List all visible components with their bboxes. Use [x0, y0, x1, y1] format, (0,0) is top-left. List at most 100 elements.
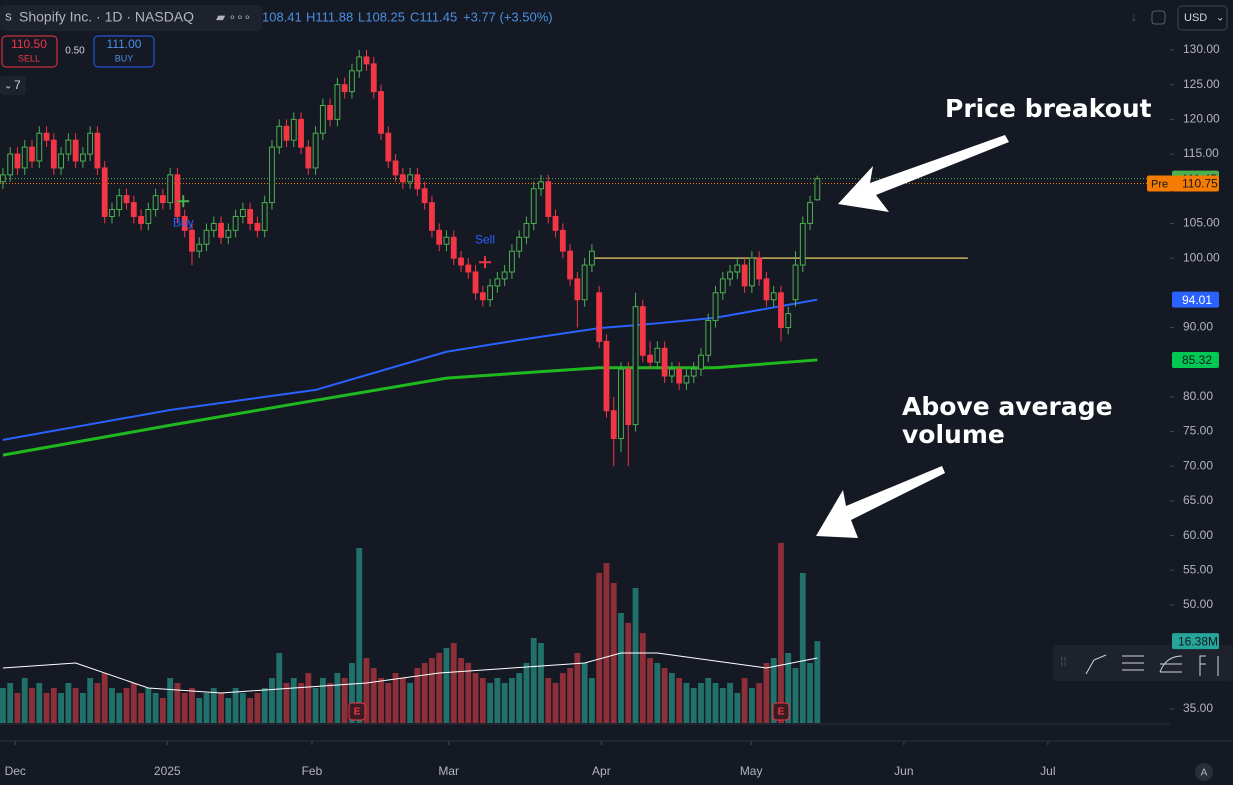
pre-label: Pre	[1151, 178, 1168, 190]
candle-body	[269, 146, 275, 204]
fib-tool[interactable]	[1159, 655, 1183, 673]
parallel-tool[interactable]	[1122, 655, 1144, 671]
y-tick-label: 130.00	[1183, 42, 1220, 56]
volume-bar	[559, 673, 566, 723]
sell-button[interactable]	[1, 35, 58, 68]
candle-body	[196, 243, 203, 252]
trade-marker	[479, 256, 492, 269]
volume-bar	[334, 673, 341, 723]
volume-bar	[305, 673, 312, 723]
candle-body	[101, 167, 108, 217]
candle-body	[225, 229, 232, 238]
candle-body	[770, 292, 777, 301]
volume-bar	[567, 668, 574, 723]
candle-body	[719, 278, 726, 294]
y-tick-label: 70.00	[1183, 458, 1213, 472]
candle-body	[334, 84, 341, 120]
toolbar-handle[interactable]: ⁞⁞	[1060, 655, 1067, 669]
volume-bar	[101, 673, 108, 723]
x-tick-label: Feb	[302, 764, 323, 778]
earnings-marker	[772, 702, 790, 721]
candle-body	[312, 132, 319, 169]
trend-line-tool[interactable]	[1085, 654, 1107, 675]
volume-bar	[450, 643, 457, 723]
trade-label: Sell	[475, 232, 495, 246]
candle-body	[290, 118, 297, 141]
volume-bar	[596, 573, 603, 723]
volume-bar	[261, 688, 268, 723]
close-value: C111.45	[410, 9, 457, 24]
candle-body	[159, 195, 166, 204]
candle-body	[414, 174, 421, 190]
candle-body	[210, 222, 217, 231]
candle-body	[174, 174, 181, 217]
candle-body	[109, 209, 115, 217]
volume-bar	[647, 658, 653, 723]
volume-bar	[130, 683, 137, 723]
volume-bar	[741, 678, 748, 723]
candle-body	[349, 70, 355, 93]
sell-label: SELL	[18, 53, 40, 63]
candle-body	[712, 292, 719, 322]
x-tick-label: Jun	[894, 764, 913, 778]
candle-body	[683, 375, 690, 384]
header-icons[interactable]: ▰ ∘∘∘	[216, 10, 251, 24]
candle-body	[356, 56, 363, 72]
candle-body	[639, 306, 646, 356]
volume-bar	[516, 673, 523, 723]
fullscreen-icon[interactable]	[1151, 10, 1166, 25]
candle-body	[668, 368, 675, 377]
candle-body	[763, 278, 770, 301]
candle-body	[232, 215, 239, 231]
y-tick-label: 75.00	[1183, 424, 1213, 438]
candle-body	[799, 222, 806, 266]
y-tick-label: 115.00	[1183, 146, 1219, 160]
y-tick-label: 60.00	[1183, 528, 1213, 542]
candle-body	[72, 139, 79, 162]
moving-average	[2, 358, 818, 457]
symbol-box[interactable]	[0, 5, 262, 31]
volume-bar	[87, 678, 94, 723]
volume-bar	[639, 633, 646, 723]
candle-body	[581, 264, 588, 301]
y-tick-label: 65.00	[1183, 493, 1213, 507]
projection-tool[interactable]	[1199, 655, 1219, 676]
volume-bar	[705, 678, 712, 723]
volume-bar	[312, 688, 319, 723]
volume-bar	[785, 653, 792, 723]
volume-bar	[123, 688, 130, 723]
open-value: 108.41	[262, 9, 302, 24]
pre-box	[1147, 175, 1173, 192]
volume-bar	[465, 663, 472, 723]
candle-body	[370, 63, 377, 93]
candle-body	[509, 250, 515, 273]
indicator-toggle[interactable]	[0, 76, 26, 95]
volume-bar	[298, 683, 304, 723]
candle-body	[792, 264, 799, 301]
change-value: +3.77 (+3.50%)	[463, 9, 553, 24]
candle-body	[479, 292, 486, 301]
volume-bar	[50, 688, 57, 723]
download-icon[interactable]: ↓	[1131, 10, 1137, 24]
candle-body	[203, 229, 210, 245]
volume-bar	[552, 683, 559, 723]
symbol-icon: S	[5, 13, 12, 24]
candle-body	[276, 125, 283, 148]
volume-bar	[581, 663, 588, 723]
candle-body	[756, 257, 763, 280]
candle-body	[523, 222, 530, 238]
buy-price: 111.00	[107, 37, 142, 51]
candle-body	[319, 104, 326, 134]
candle-body	[603, 340, 610, 412]
trade-marker	[177, 195, 190, 208]
candle-body	[443, 236, 450, 245]
buy-button[interactable]	[93, 35, 155, 68]
volume-bar	[399, 678, 406, 723]
volume-bar	[319, 678, 326, 723]
scale-mode-button[interactable]	[1195, 763, 1213, 781]
candle-body	[341, 84, 348, 93]
candle-body	[43, 132, 50, 141]
candle-body	[94, 132, 101, 169]
currency-box[interactable]	[1177, 5, 1228, 31]
